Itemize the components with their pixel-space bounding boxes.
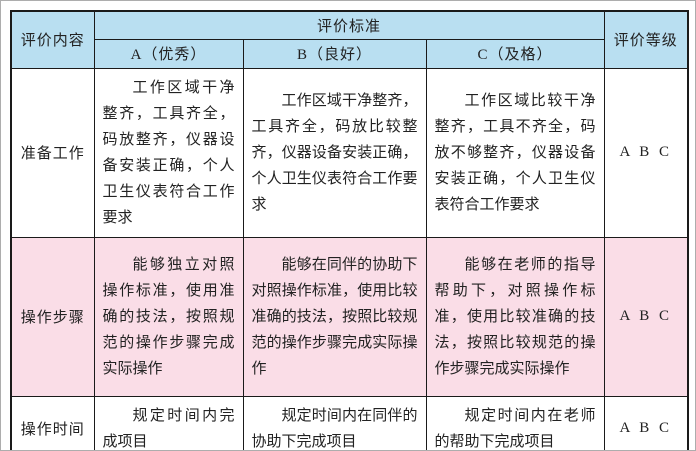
criteria-text: 工作区域干净整齐，工具齐全，码放比较整齐，仪器设备安装正确，个人卫生仪表符合工作… <box>251 92 418 213</box>
criteria-text: 规定时间内完成项目 <box>102 407 235 450</box>
grade-cell: A B C <box>603 236 689 397</box>
criteria-cell-b: 规定时间内在同伴的协助下完成项目 <box>242 395 427 450</box>
criteria-cell-b: 工作区域干净整齐，工具齐全，码放比较整齐，仪器设备安装正确，个人卫生仪表符合工作… <box>242 67 427 238</box>
criteria-cell-c: 能够在老师的指导帮助下，对照操作标准，使用比较准确的技法，按照比较规范的操作步骤… <box>425 236 605 397</box>
header-cell-grade: 评价等级 <box>603 10 689 69</box>
category-cell: 准备工作 <box>10 67 95 238</box>
criteria-cell-a: 规定时间内完成项目 <box>93 395 244 450</box>
criteria-text: 规定时间内在老师的帮助下完成项目 <box>434 407 596 450</box>
grade-cell: A B C <box>603 395 689 450</box>
criteria-text: 能够在老师的指导帮助下，对照操作标准，使用比较准确的技法，按照比较规范的操作步骤… <box>434 256 596 377</box>
header-row-sub: A（优秀） B（良好） C（及格） <box>11 38 688 69</box>
criteria-cell-a: 工作区域干净整齐，工具齐全，码放整齐，仪器设备安装正确，个人卫生仪表符合工作要求 <box>93 67 244 238</box>
subheader-cell-b: B（良好） <box>242 38 427 69</box>
table-row-time: 操作时间 规定时间内完成项目 规定时间内在同伴的协助下完成项目 规定时间内在老师… <box>10 395 689 450</box>
criteria-cell-c: 规定时间内在老师的帮助下完成项目 <box>425 395 605 450</box>
subheader-cell-c: C（及格） <box>425 38 605 69</box>
header-cell-content: 评价内容 <box>10 10 95 69</box>
criteria-text: 规定时间内在同伴的协助下完成项目 <box>251 407 418 450</box>
grade-cell: A B C <box>603 67 689 238</box>
criteria-cell-a: 能够独立对照操作标准，使用准确的技法，按照规范的操作步骤完成实际操作 <box>93 236 244 397</box>
criteria-text: 能够独立对照操作标准，使用准确的技法，按照规范的操作步骤完成实际操作 <box>102 256 235 377</box>
table-row-steps: 操作步骤 能够独立对照操作标准，使用准确的技法，按照规范的操作步骤完成实际操作 … <box>10 236 689 397</box>
category-cell: 操作时间 <box>10 395 95 450</box>
criteria-cell-c: 工作区域比较干净整齐，工具不齐全，码放不够整齐，仪器设备安装正确，个人卫生仪表符… <box>425 67 605 238</box>
evaluation-table: 评价内容 评价标准 评价等级 A（优秀） B（良好） C（及格） 准备工作 工作… <box>10 10 689 450</box>
criteria-text: 工作区域干净整齐，工具齐全，码放整齐，仪器设备安装正确，个人卫生仪表符合工作要求 <box>102 79 235 226</box>
criteria-text: 工作区域比较干净整齐，工具不齐全，码放不够整齐，仪器设备安装正确，个人卫生仪表符… <box>434 92 596 213</box>
subheader-cell-a: A（优秀） <box>93 38 244 69</box>
header-row-top: 评价内容 评价标准 评价等级 <box>10 10 689 69</box>
table-row-preparation: 准备工作 工作区域干净整齐，工具齐全，码放整齐，仪器设备安装正确，个人卫生仪表符… <box>10 67 689 238</box>
header-cell-standard: 评价标准 <box>93 10 605 40</box>
criteria-text: 能够在同伴的协助下对照操作标准，使用比较准确的技法，按照比较规范的操作步骤完成实… <box>251 256 418 377</box>
category-cell: 操作步骤 <box>10 236 95 397</box>
criteria-cell-b: 能够在同伴的协助下对照操作标准，使用比较准确的技法，按照比较规范的操作步骤完成实… <box>242 236 427 397</box>
